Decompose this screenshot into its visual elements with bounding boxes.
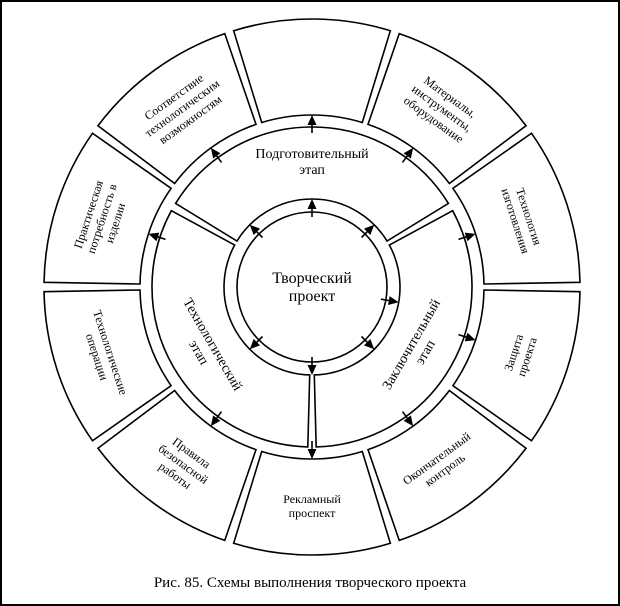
- arrow-icon: [148, 233, 159, 242]
- diagram-frame: ТворческийпроектПодготовительныйэтапТехн…: [0, 0, 620, 606]
- arrow-icon: [465, 333, 476, 342]
- arrow-icon: [308, 365, 317, 375]
- arrow-icon: [308, 449, 317, 459]
- concentric-diagram: ТворческийпроектПодготовительныйэтапТехн…: [2, 2, 620, 558]
- svg-text:Рекламныйпроспект: Рекламныйпроспект: [283, 492, 341, 520]
- figure-caption: Рис. 85. Схемы выполнения творческого пр…: [2, 575, 618, 592]
- arrow-icon: [308, 115, 317, 125]
- arrow-icon: [388, 296, 399, 305]
- arrow-icon: [465, 233, 476, 242]
- item-segment: [234, 19, 391, 123]
- arrow-icon: [308, 199, 317, 209]
